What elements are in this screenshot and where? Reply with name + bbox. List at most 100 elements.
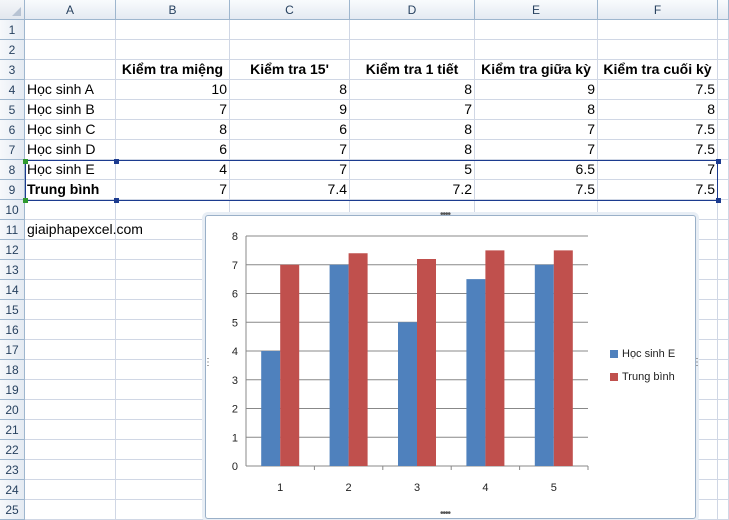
row-header[interactable]: 8 — [0, 160, 25, 180]
grid-cell[interactable] — [718, 260, 729, 280]
table-cell[interactable]: 7 — [230, 140, 350, 160]
chart-resize-handle[interactable]: •••• — [440, 209, 451, 220]
table-cell[interactable]: 6 — [230, 120, 350, 140]
grid-cell[interactable] — [25, 20, 116, 40]
grid-cell[interactable] — [718, 200, 729, 220]
grid-cell[interactable] — [25, 460, 116, 480]
grid-cell[interactable] — [116, 20, 230, 40]
chart-resize-handle[interactable]: ⋮ — [692, 357, 702, 368]
grid-cell[interactable] — [25, 280, 116, 300]
table-cell[interactable]: 8 — [350, 80, 475, 100]
select-all-corner[interactable] — [0, 0, 25, 20]
grid-cell[interactable] — [25, 320, 116, 340]
row-header[interactable]: 1 — [0, 20, 25, 40]
row-header[interactable]: 21 — [0, 420, 25, 440]
table-cell[interactable]: 9 — [475, 80, 598, 100]
grid-cell[interactable] — [598, 20, 718, 40]
row-header[interactable]: 4 — [0, 80, 25, 100]
grid-cell[interactable] — [718, 220, 729, 240]
grid-cell[interactable] — [718, 340, 729, 360]
row-label[interactable]: Học sinh D — [25, 140, 116, 160]
grid-cell[interactable] — [718, 120, 729, 140]
grid-cell[interactable] — [718, 20, 729, 40]
grid-cell[interactable] — [25, 380, 116, 400]
grid-cell[interactable] — [718, 380, 729, 400]
row-header[interactable]: 20 — [0, 400, 25, 420]
note-text[interactable]: giaiphapexcel.com — [25, 220, 143, 240]
grid-cell[interactable] — [116, 200, 230, 220]
table-cell[interactable]: 7 — [475, 120, 598, 140]
grid-cell[interactable] — [718, 300, 729, 320]
column-header-f[interactable]: F — [598, 0, 718, 20]
table-cell[interactable]: 7.5 — [598, 180, 718, 200]
row-header[interactable]: 15 — [0, 300, 25, 320]
row-header[interactable]: 2 — [0, 40, 25, 60]
table-cell[interactable]: 9 — [230, 100, 350, 120]
grid-cell[interactable] — [718, 80, 729, 100]
column-header-a[interactable]: A — [25, 0, 116, 20]
table-cell[interactable]: 7 — [116, 180, 230, 200]
row-header[interactable]: 10 — [0, 200, 25, 220]
grid-cell[interactable] — [718, 400, 729, 420]
selection-handle[interactable] — [114, 198, 119, 203]
table-header[interactable]: Kiểm tra 1 tiết — [350, 60, 475, 80]
row-header[interactable]: 23 — [0, 460, 25, 480]
grid-cell[interactable] — [25, 260, 116, 280]
grid-cell[interactable] — [718, 460, 729, 480]
grid-cell[interactable] — [25, 340, 116, 360]
table-cell[interactable]: 7 — [598, 160, 718, 180]
column-header-e[interactable]: E — [475, 0, 598, 20]
table-header[interactable]: Kiểm tra 15' — [230, 60, 350, 80]
row-header[interactable]: 25 — [0, 500, 25, 520]
row-header[interactable]: 24 — [0, 480, 25, 500]
row-header[interactable]: 19 — [0, 380, 25, 400]
row-header[interactable]: 22 — [0, 440, 25, 460]
row-header[interactable]: 7 — [0, 140, 25, 160]
row-label[interactable]: Học sinh A — [25, 80, 116, 100]
table-cell[interactable]: 7.5 — [598, 80, 718, 100]
row-header[interactable]: 6 — [0, 120, 25, 140]
grid-cell[interactable] — [718, 240, 729, 260]
grid-cell[interactable] — [25, 240, 116, 260]
table-cell[interactable]: 8 — [116, 120, 230, 140]
grid-cell[interactable] — [718, 40, 729, 60]
grid-cell[interactable] — [25, 500, 116, 520]
grid-cell[interactable] — [718, 180, 729, 200]
row-label[interactable]: Học sinh B — [25, 100, 116, 120]
row-label[interactable]: Trung bình — [25, 180, 116, 200]
row-header[interactable]: 9 — [0, 180, 25, 200]
grid-cell[interactable] — [718, 100, 729, 120]
chart-object[interactable]: 0 1 2 3 4 5 6 7 8 1 2 3 4 5 Học sinh E Trung bình — [205, 215, 696, 519]
grid-cell[interactable] — [598, 40, 718, 60]
grid-cell[interactable] — [25, 40, 116, 60]
table-cell[interactable]: 5 — [350, 160, 475, 180]
table-cell[interactable]: 7.4 — [230, 180, 350, 200]
grid-cell[interactable] — [718, 440, 729, 460]
row-header[interactable]: 11 — [0, 220, 25, 240]
table-cell[interactable]: 8 — [350, 120, 475, 140]
chart-resize-handle[interactable]: •••• — [440, 508, 451, 519]
grid-cell[interactable] — [718, 280, 729, 300]
grid-cell[interactable] — [230, 20, 350, 40]
grid-cell[interactable] — [718, 140, 729, 160]
row-header[interactable]: 3 — [0, 60, 25, 80]
table-cell[interactable]: 4 — [116, 160, 230, 180]
grid-cell[interactable] — [718, 480, 729, 500]
grid-cell[interactable] — [718, 320, 729, 340]
table-header[interactable]: Kiểm tra miệng — [116, 60, 230, 80]
row-label[interactable]: Học sinh E — [25, 160, 116, 180]
row-label[interactable]: Học sinh C — [25, 120, 116, 140]
grid-cell[interactable] — [25, 400, 116, 420]
table-cell[interactable]: 8 — [598, 100, 718, 120]
column-header-b[interactable]: B — [116, 0, 230, 20]
table-header[interactable]: Kiểm tra cuối kỳ — [598, 60, 718, 80]
column-header-g[interactable] — [718, 0, 729, 20]
table-cell[interactable]: 7 — [475, 140, 598, 160]
row-header[interactable]: 16 — [0, 320, 25, 340]
grid-cell[interactable] — [718, 60, 729, 80]
grid-cell[interactable] — [25, 200, 116, 220]
selection-handle[interactable] — [114, 159, 119, 164]
grid-cell[interactable] — [116, 40, 230, 60]
selection-handle[interactable] — [716, 159, 721, 164]
table-header[interactable]: Kiểm tra giữa kỳ — [475, 60, 598, 80]
